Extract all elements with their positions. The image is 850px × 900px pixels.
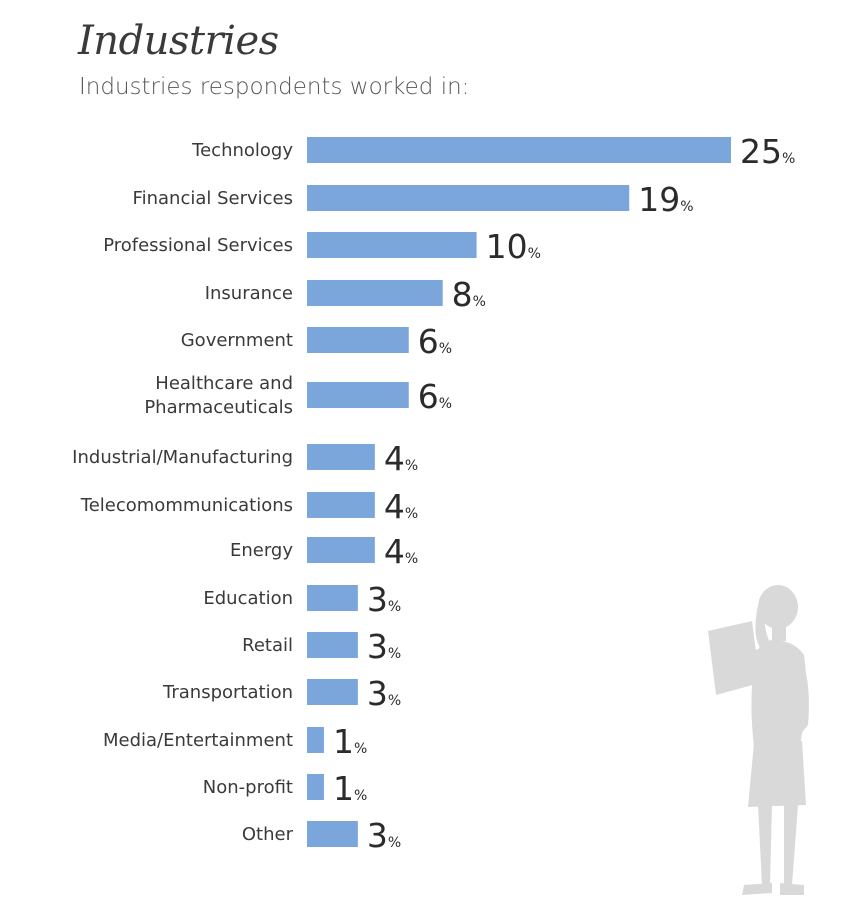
category-label: Transportation xyxy=(162,682,293,703)
bar xyxy=(307,492,375,518)
data-label: 3% xyxy=(367,580,401,619)
data-label: 3% xyxy=(367,627,401,666)
category-label: Non-profit xyxy=(203,777,293,798)
category-label: Healthcare and Pharmaceuticals xyxy=(144,373,293,418)
data-label: 3% xyxy=(367,674,401,713)
woman-reading-silhouette-icon xyxy=(708,585,809,895)
data-label: 10% xyxy=(486,227,541,266)
data-label: 3% xyxy=(367,816,401,855)
category-label: Media/Entertainment xyxy=(103,730,293,751)
data-label: 19% xyxy=(638,180,693,219)
bar xyxy=(307,585,358,611)
bar xyxy=(307,632,358,658)
data-label: 4% xyxy=(384,439,418,478)
page-subtitle: Industries respondents worked in: xyxy=(79,74,470,100)
data-label: 4% xyxy=(384,532,418,571)
data-label: 6% xyxy=(418,377,452,416)
category-label: Other xyxy=(242,824,294,845)
data-label: 8% xyxy=(452,275,486,314)
category-label: Insurance xyxy=(205,283,293,304)
bar xyxy=(307,821,358,847)
data-label: 4% xyxy=(384,487,418,526)
category-label: Professional Services xyxy=(103,235,293,256)
category-label: Telecomommunications xyxy=(80,495,293,516)
bar xyxy=(307,444,375,470)
data-label: 1% xyxy=(333,769,367,808)
page-title: Industries xyxy=(78,18,279,64)
bar xyxy=(307,280,443,306)
bar xyxy=(307,137,731,163)
category-label: Education xyxy=(203,588,293,609)
category-label: Technology xyxy=(191,140,293,161)
category-label: Energy xyxy=(230,540,293,561)
category-label: Government xyxy=(181,330,293,351)
bar xyxy=(307,727,324,753)
data-label: 25% xyxy=(740,132,795,171)
category-label: Financial Services xyxy=(133,188,293,209)
category-label: Industrial/Manufacturing xyxy=(72,447,293,468)
category-label: Retail xyxy=(242,635,293,656)
bar xyxy=(307,232,477,258)
bar xyxy=(307,774,324,800)
bar xyxy=(307,327,409,353)
bar xyxy=(307,382,409,408)
data-label: 1% xyxy=(333,722,367,761)
bar xyxy=(307,185,630,211)
data-label: 6% xyxy=(418,322,452,361)
bar xyxy=(307,537,375,563)
bar xyxy=(307,679,358,705)
